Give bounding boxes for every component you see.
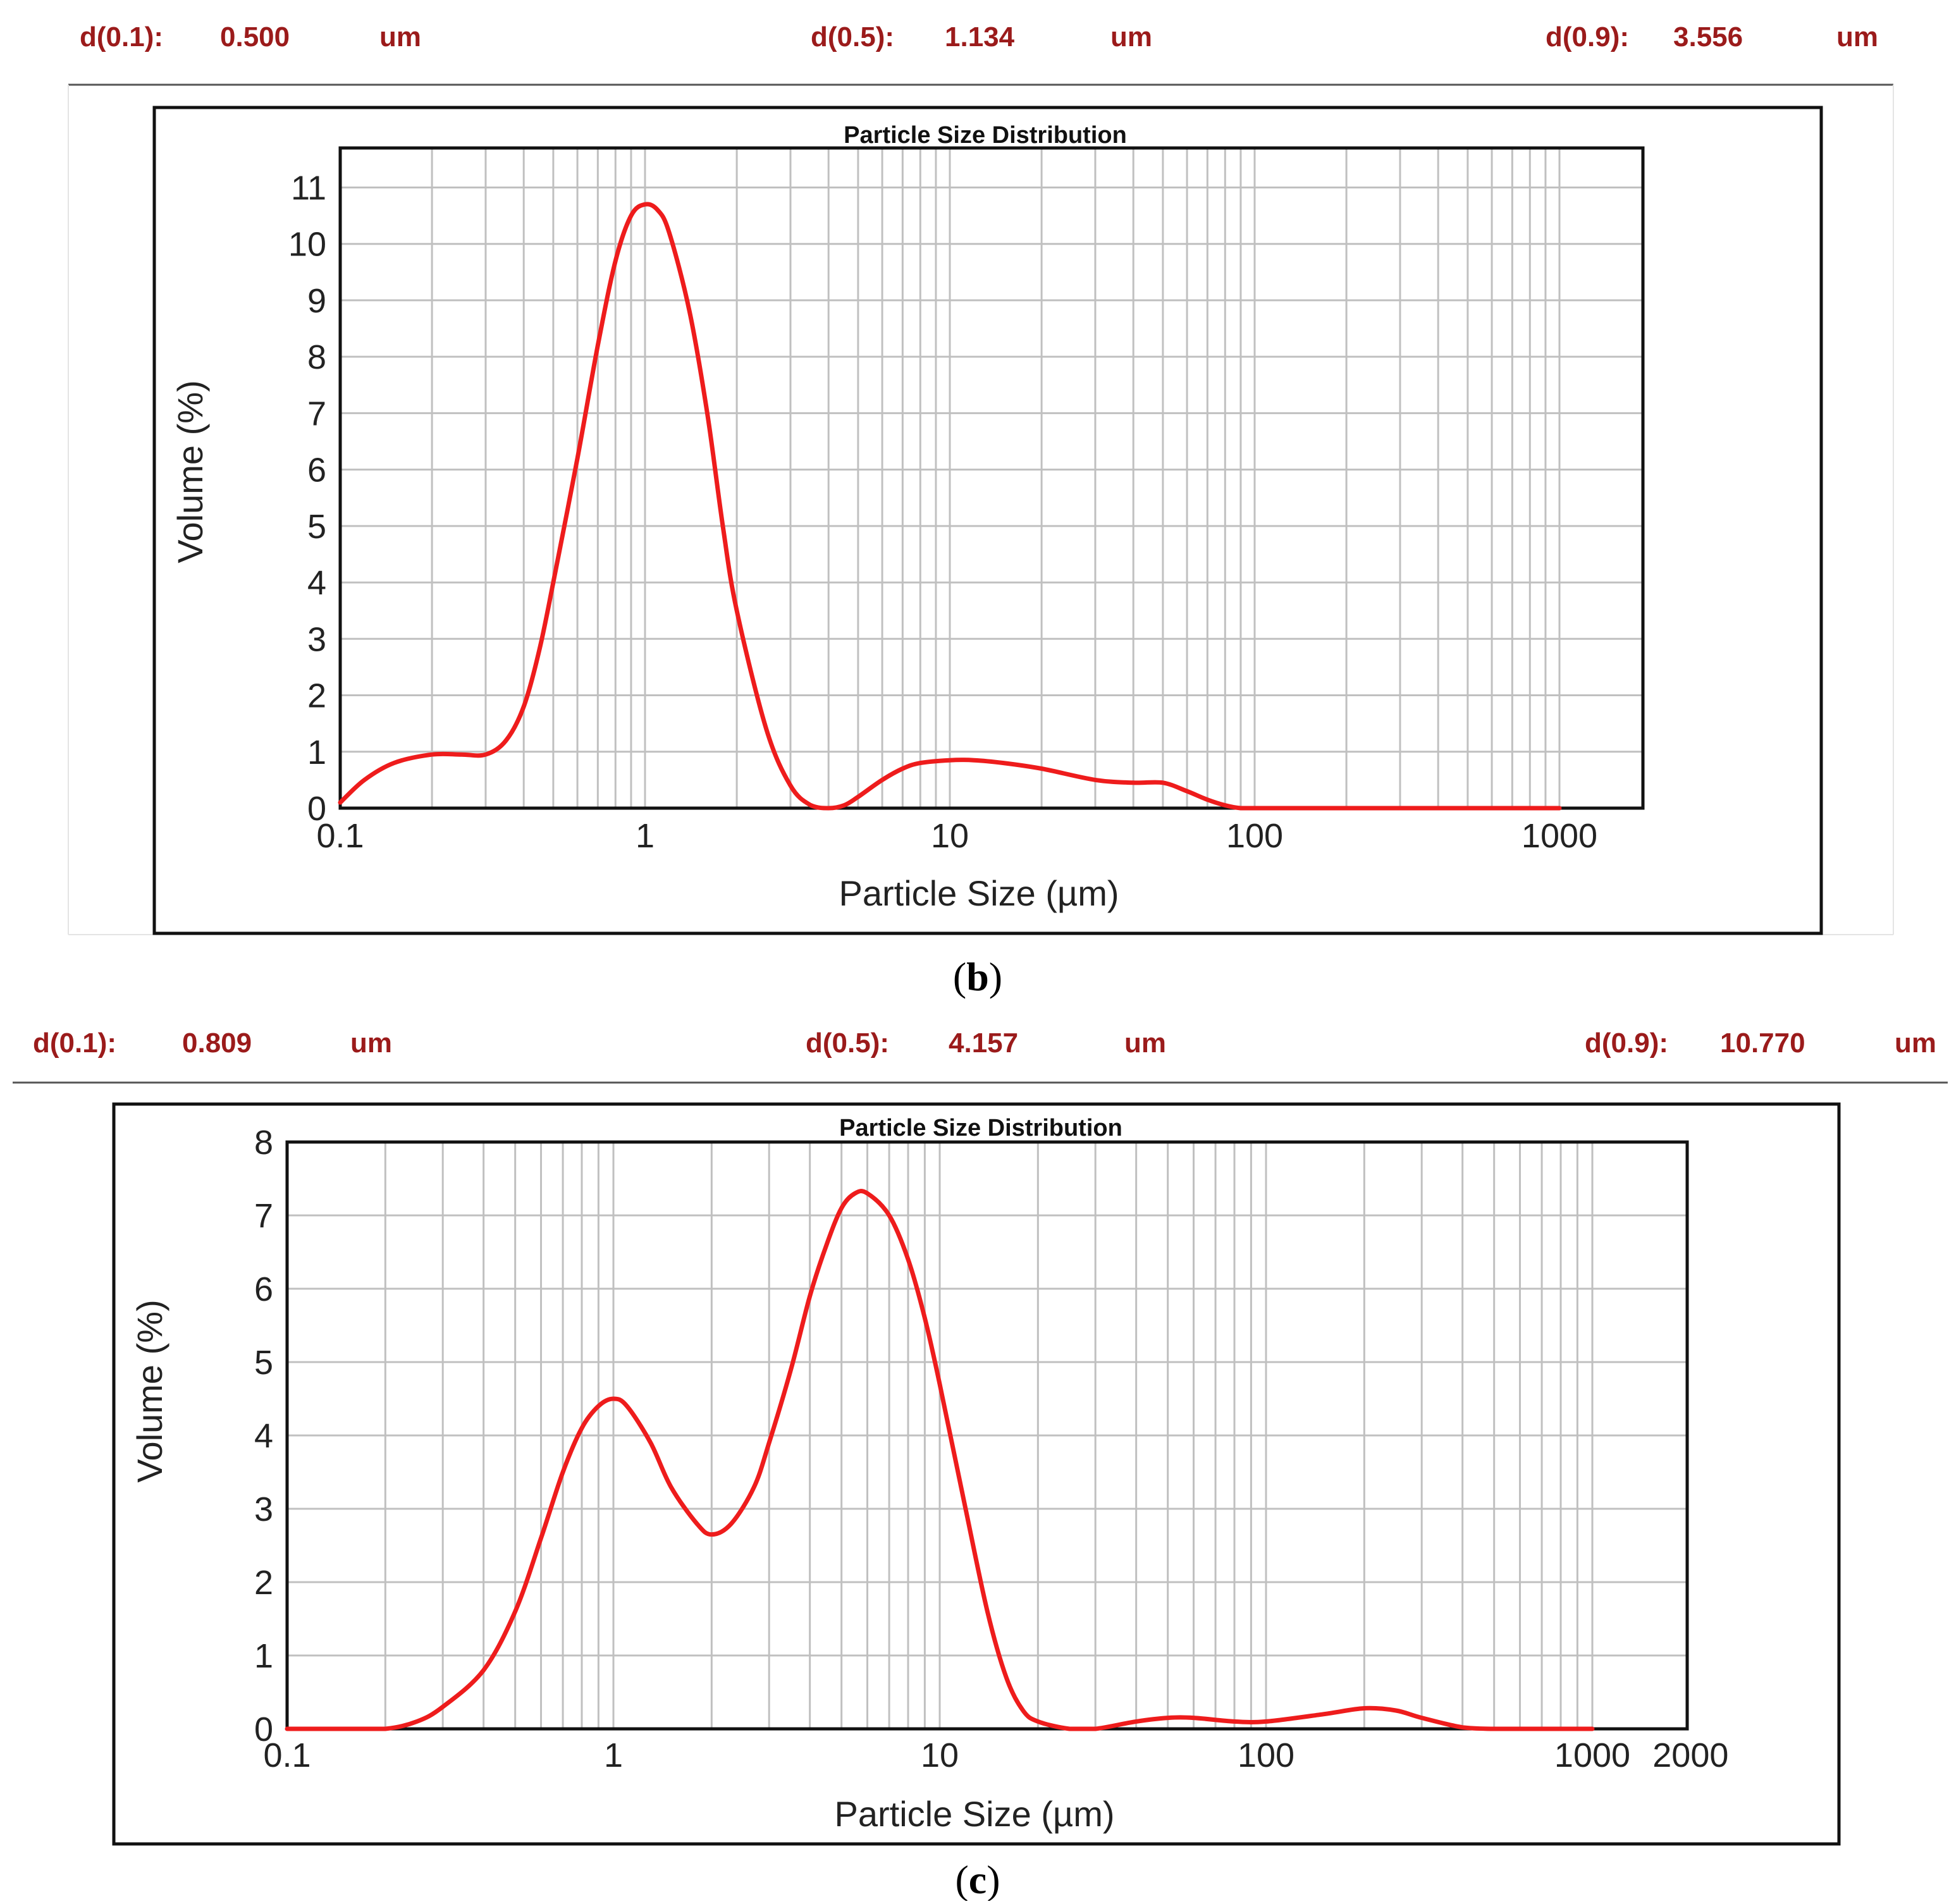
panel-b-caption: (b) bbox=[953, 954, 1002, 999]
chart-b-plot-border bbox=[338, 146, 1645, 810]
chart-b-ytick-label: 2 bbox=[307, 677, 326, 715]
panel-c-d90-unit: um bbox=[1895, 1028, 1936, 1059]
chart-b-series-line bbox=[338, 202, 1562, 811]
chart-c-ytick-label: 4 bbox=[254, 1417, 273, 1455]
chart-c-series-line bbox=[285, 1189, 1595, 1731]
chart-b-ytick-label: 3 bbox=[307, 620, 326, 658]
panel-c-caption-letter: c bbox=[969, 1857, 987, 1901]
chart-c-ytick-label: 1 bbox=[254, 1637, 273, 1675]
panel-c-d10-value: 0.809 bbox=[182, 1028, 252, 1059]
chart-b-xaxis-label: Particle Size (µm) bbox=[839, 873, 1119, 913]
chart-c-xtick-label: 1 bbox=[604, 1736, 623, 1774]
chart-b-ytick-label: 9 bbox=[307, 282, 326, 320]
chart-c-ytick-label: 5 bbox=[254, 1344, 273, 1382]
chart-b-ytick-label: 0 bbox=[307, 790, 326, 828]
panel-b-d50-unit: um bbox=[1110, 21, 1152, 52]
panel-c-d90-label: d(0.9): bbox=[1585, 1028, 1668, 1059]
chart-c-ytick-label: 6 bbox=[254, 1270, 273, 1308]
chart-c-ytick-label: 3 bbox=[254, 1490, 273, 1528]
chart-b-title: Particle Size Distribution bbox=[844, 122, 1127, 149]
chart-b-ytick-label: 1 bbox=[307, 734, 326, 771]
chart-b-ytick-label: 6 bbox=[307, 451, 326, 489]
panel-b-chart: Particle Size Distribution01234567891011… bbox=[170, 122, 1645, 913]
panel-b-d50-value: 1.134 bbox=[945, 21, 1015, 52]
panel-c-caption: (c) bbox=[955, 1857, 1000, 1901]
panel-b-d90-label: d(0.9): bbox=[1546, 21, 1629, 52]
panel-c-header: d(0.1): 0.809 um d(0.5): 4.157 um d(0.9)… bbox=[33, 1028, 1936, 1059]
panel-c-d90-value: 10.770 bbox=[1720, 1028, 1805, 1059]
panel-c-chart: Particle Size Distribution 0 1 2 3 4 5 6 7 8 0.1 1 1… bbox=[130, 1115, 1728, 1834]
panel-b-d10-label: d(0.1): bbox=[80, 21, 163, 52]
panel-b-caption-letter: b bbox=[966, 954, 989, 999]
chart-c-ytick-label: 7 bbox=[254, 1197, 273, 1235]
panel-b-d50-label: d(0.5): bbox=[811, 21, 894, 52]
panel-b-d10-unit: um bbox=[379, 21, 421, 52]
chart-c-plot-border bbox=[285, 1140, 1689, 1731]
chart-c-ytick-label: 8 bbox=[254, 1124, 273, 1162]
panel-c-d10-unit: um bbox=[350, 1028, 392, 1059]
chart-b-plot-area bbox=[340, 148, 1643, 808]
panel-c-d10-label: d(0.1): bbox=[33, 1028, 116, 1059]
chart-c-xtick-label: 0.1 bbox=[263, 1736, 310, 1774]
chart-b-ytick-label: 7 bbox=[307, 395, 326, 433]
chart-c-xaxis-label: Particle Size (µm) bbox=[835, 1794, 1115, 1834]
chart-b-ytick-label: 4 bbox=[307, 564, 326, 602]
chart-b-ytick-label: 5 bbox=[307, 508, 326, 546]
panel-b-header: d(0.1): 0.500 um d(0.5): 1.134 um d(0.9)… bbox=[80, 21, 1878, 52]
panel-c-d50-value: 4.157 bbox=[949, 1028, 1018, 1059]
panel-b-d90-unit: um bbox=[1836, 21, 1878, 52]
chart-b-ytick-label: 11 bbox=[291, 169, 326, 207]
panel-b-d90-value: 3.556 bbox=[1673, 21, 1743, 52]
chart-b-xtick-label: 100 bbox=[1226, 817, 1283, 855]
chart-c-xtick-label: 2000 bbox=[1652, 1736, 1728, 1774]
chart-c-xtick-label: 1000 bbox=[1554, 1736, 1630, 1774]
chart-b-grid bbox=[339, 148, 1643, 809]
chart-b-ytick-label: 10 bbox=[288, 226, 326, 264]
chart-b-xtick-label: 1 bbox=[636, 817, 655, 855]
chart-c-title: Particle Size Distribution bbox=[839, 1115, 1122, 1141]
panel-c-d50-unit: um bbox=[1124, 1028, 1166, 1059]
panel-c-d50-label: d(0.5): bbox=[806, 1028, 889, 1059]
chart-b-xtick-label: 0.1 bbox=[316, 817, 364, 855]
chart-c-yaxis-label: Volume (%) bbox=[130, 1299, 169, 1482]
chart-b-yaxis-label: Volume (%) bbox=[170, 380, 210, 563]
chart-c-ytick-label: 0 bbox=[254, 1711, 273, 1748]
chart-b-xtick-label: 1000 bbox=[1522, 817, 1597, 855]
chart-c-xtick-label: 100 bbox=[1238, 1736, 1294, 1774]
chart-c-ytick-label: 2 bbox=[254, 1564, 273, 1602]
chart-b-xtick-label: 10 bbox=[931, 817, 969, 855]
panel-b-d10-value: 0.500 bbox=[220, 21, 290, 52]
chart-b-ytick-label: 8 bbox=[307, 338, 326, 376]
chart-c-xtick-label: 10 bbox=[921, 1736, 959, 1774]
